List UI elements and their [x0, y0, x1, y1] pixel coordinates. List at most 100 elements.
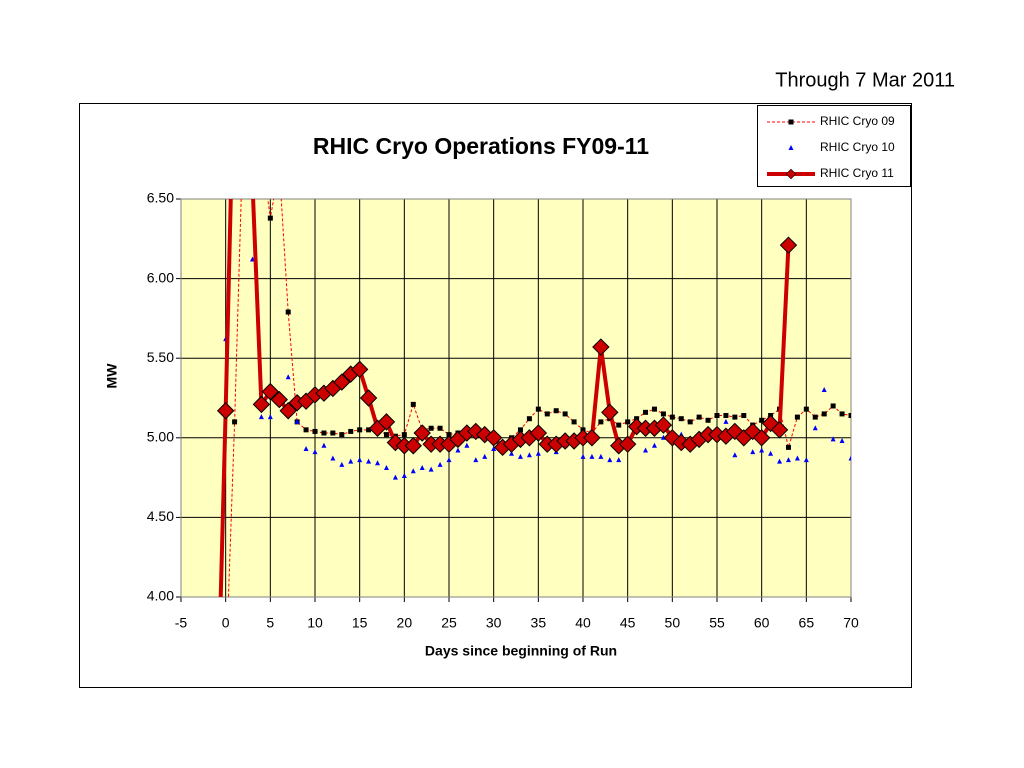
marker [529, 424, 548, 442]
marker [401, 432, 407, 438]
y-tick-label: 4.50 [147, 508, 174, 524]
x-tick-label: 25 [441, 615, 457, 631]
marker [732, 452, 738, 458]
marker [258, 414, 264, 420]
x-tick-label: 0 [222, 615, 230, 631]
marker [625, 419, 631, 425]
marker [643, 447, 649, 453]
marker [357, 427, 363, 433]
x-tick-label: 10 [307, 615, 323, 631]
marker [410, 468, 416, 474]
y-tick-label: 5.00 [147, 429, 174, 445]
marker [357, 457, 363, 463]
marker [267, 414, 273, 420]
marker [616, 422, 622, 428]
marker [803, 406, 809, 412]
marker [509, 450, 515, 456]
marker [464, 442, 470, 448]
marker [404, 437, 422, 455]
marker [366, 427, 372, 433]
marker [788, 119, 794, 125]
x-tick-label: 15 [352, 615, 368, 631]
marker [227, 32, 243, 48]
marker [348, 428, 354, 434]
marker [794, 455, 800, 461]
plot-data [209, 32, 851, 755]
marker [526, 416, 532, 422]
marker [803, 457, 809, 463]
marker [279, 402, 297, 420]
marker [794, 414, 800, 420]
marker [437, 425, 443, 431]
marker [768, 450, 774, 456]
marker [759, 417, 765, 423]
legend-box [757, 105, 911, 187]
x-tick-label: 35 [531, 615, 547, 631]
x-tick-label: -5 [175, 615, 188, 631]
marker [428, 466, 434, 472]
plot-area [181, 199, 851, 597]
marker [839, 437, 845, 443]
marker [285, 374, 291, 380]
marker [209, 739, 225, 755]
marker [410, 401, 416, 407]
marker [598, 453, 604, 459]
marker [741, 413, 747, 419]
marker [678, 416, 684, 422]
marker [830, 403, 836, 409]
marker [562, 411, 568, 417]
x-tick-label: 45 [620, 615, 636, 631]
marker [339, 461, 345, 467]
marker [601, 403, 619, 422]
marker [654, 416, 673, 434]
marker [544, 411, 550, 417]
marker [583, 429, 601, 447]
legend-label: RHIC Cryo 09 [820, 114, 895, 128]
marker [752, 429, 771, 447]
marker [270, 390, 288, 409]
marker [383, 465, 389, 471]
marker [750, 449, 756, 455]
marker [589, 453, 595, 459]
y-tick-label: 6.50 [147, 190, 174, 206]
marker [788, 145, 794, 150]
marker [669, 414, 675, 420]
marker [312, 449, 318, 455]
marker [437, 461, 443, 467]
marker [330, 455, 336, 461]
marker [839, 411, 845, 417]
marker [267, 215, 273, 221]
marker [618, 435, 637, 453]
marker [375, 460, 381, 466]
marker [830, 436, 836, 442]
marker [553, 408, 559, 414]
x-tick-label: 30 [486, 615, 502, 631]
marker [377, 413, 396, 431]
marker [660, 411, 666, 417]
marker [580, 453, 586, 459]
marker [517, 453, 523, 459]
marker [779, 236, 798, 254]
marker [401, 473, 407, 479]
marker [366, 458, 372, 464]
legend-label: RHIC Cryo 11 [820, 166, 894, 180]
marker [535, 406, 541, 412]
marker [216, 402, 235, 420]
marker [383, 432, 389, 438]
marker [330, 430, 336, 436]
marker [236, 32, 252, 48]
marker [696, 414, 702, 420]
marker [777, 458, 783, 464]
marker [339, 432, 345, 438]
marker [294, 418, 300, 424]
marker [321, 430, 327, 436]
marker [392, 474, 398, 480]
x-tick-label: 55 [709, 615, 725, 631]
marker [252, 395, 271, 414]
marker [651, 442, 657, 448]
marker [232, 419, 238, 425]
marker [598, 419, 604, 425]
marker [348, 458, 354, 464]
marker [732, 414, 738, 420]
